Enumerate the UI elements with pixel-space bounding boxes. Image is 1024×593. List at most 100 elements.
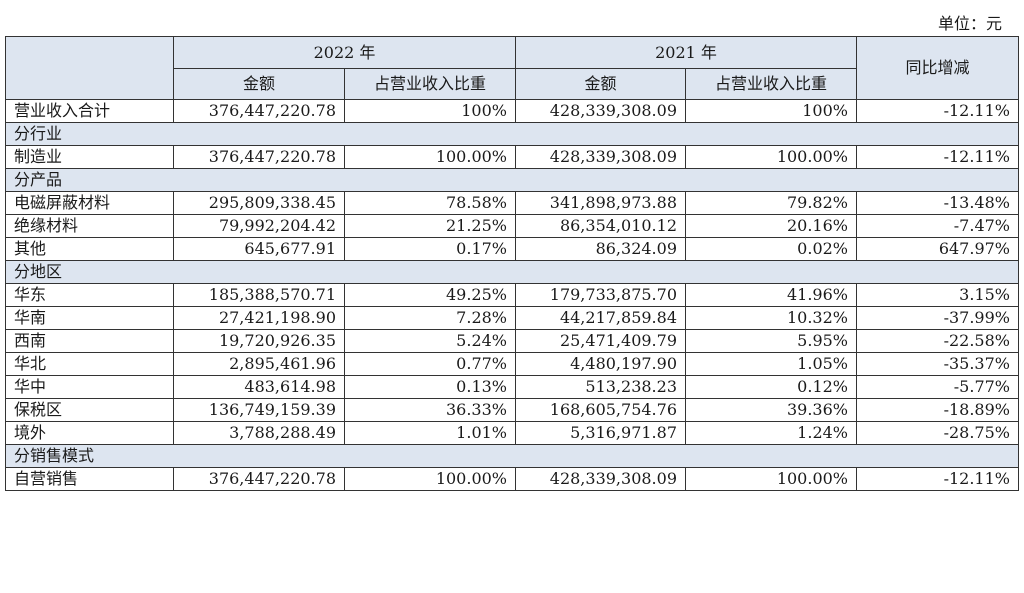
yoy-change-cell: -12.11% xyxy=(856,145,1019,169)
row-label-cell: 华南 xyxy=(5,306,174,330)
header-year-2022: 2022 年 xyxy=(173,36,516,69)
header-year-2021: 2021 年 xyxy=(515,36,857,69)
section-label: 分地区 xyxy=(5,260,1019,284)
yoy-change-cell: 3.15% xyxy=(856,283,1019,307)
table-row: 绝缘材料 79,992,204.42 21.25% 86,354,010.12 20.1… xyxy=(5,214,1019,238)
table-row: 保税区 136,749,159.39 36.33% 168,605,754.76 39.… xyxy=(5,398,1019,422)
ratio-2022-cell: 49.25% xyxy=(344,283,516,307)
amount-2022-cell: 295,809,338.45 xyxy=(173,191,345,215)
row-label-cell: 自营销售 xyxy=(5,467,174,491)
table-row: 电磁屏蔽材料 295,809,338.45 78.58% 341,898,973.88… xyxy=(5,191,1019,215)
amount-2022-cell: 185,388,570.71 xyxy=(173,283,345,307)
table-row: 华东 185,388,570.71 49.25% 179,733,875.70 41.9… xyxy=(5,283,1019,307)
section-row: 分行业 xyxy=(5,122,1019,146)
header-row-columns: 金额 占营业收入比重 金额 占营业收入比重 xyxy=(6,68,1019,100)
row-label-cell: 电磁屏蔽材料 xyxy=(5,191,174,215)
ratio-2022-cell: 0.17% xyxy=(344,237,516,261)
amount-2021-cell: 168,605,754.76 xyxy=(515,398,686,422)
ratio-2021-cell: 100.00% xyxy=(685,467,857,491)
amount-2022-cell: 376,447,220.78 xyxy=(173,467,345,491)
amount-2022-cell: 3,788,288.49 xyxy=(173,421,345,445)
ratio-2022-cell: 100.00% xyxy=(344,467,516,491)
amount-2022-cell: 376,447,220.78 xyxy=(173,99,345,123)
amount-2021-cell: 5,316,971.87 xyxy=(515,421,686,445)
amount-2021-cell: 341,898,973.88 xyxy=(515,191,686,215)
ratio-2022-cell: 0.77% xyxy=(344,352,516,376)
ratio-2021-cell: 20.16% xyxy=(685,214,857,238)
table-row: 自营销售 376,447,220.78 100.00% 428,339,308.09 1… xyxy=(5,467,1019,491)
amount-2022-cell: 2,895,461.96 xyxy=(173,352,345,376)
row-label-cell: 境外 xyxy=(5,421,174,445)
row-label-cell: 华东 xyxy=(5,283,174,307)
header-yoy: 同比增减 xyxy=(856,36,1019,100)
ratio-2021-cell: 1.05% xyxy=(685,352,857,376)
amount-2022-cell: 483,614.98 xyxy=(173,375,345,399)
row-label-cell: 营业收入合计 xyxy=(5,99,174,123)
amount-2021-cell: 428,339,308.09 xyxy=(515,145,686,169)
ratio-2021-cell: 1.24% xyxy=(685,421,857,445)
yoy-change-cell: -7.47% xyxy=(856,214,1019,238)
ratio-2021-cell: 41.96% xyxy=(685,283,857,307)
table-row: 华中 483,614.98 0.13% 513,238.23 0.12% -5.77% xyxy=(5,375,1019,399)
ratio-2021-cell: 100.00% xyxy=(685,145,857,169)
amount-2021-cell: 25,471,409.79 xyxy=(515,329,686,353)
ratio-2021-cell: 10.32% xyxy=(685,306,857,330)
table-row: 其他 645,677.91 0.17% 86,324.09 0.02% 647.97% xyxy=(5,237,1019,261)
section-label: 分销售模式 xyxy=(5,444,1019,468)
row-label-cell: 保税区 xyxy=(5,398,174,422)
yoy-change-cell: -35.37% xyxy=(856,352,1019,376)
amount-2021-cell: 86,324.09 xyxy=(515,237,686,261)
row-label-cell: 西南 xyxy=(5,329,174,353)
amount-2021-cell: 4,480,197.90 xyxy=(515,352,686,376)
amount-2022-cell: 376,447,220.78 xyxy=(173,145,345,169)
amount-2021-cell: 428,339,308.09 xyxy=(515,99,686,123)
ratio-2022-cell: 5.24% xyxy=(344,329,516,353)
amount-2022-cell: 645,677.91 xyxy=(173,237,345,261)
row-label-cell: 华北 xyxy=(5,352,174,376)
table-row: 华北 2,895,461.96 0.77% 4,480,197.90 1.05% -35.… xyxy=(5,352,1019,376)
yoy-change-cell: -5.77% xyxy=(856,375,1019,399)
table-row: 营业收入合计 376,447,220.78 100% 428,339,308.09 10… xyxy=(5,99,1019,123)
ratio-2021-cell: 39.36% xyxy=(685,398,857,422)
section-label: 分行业 xyxy=(5,122,1019,146)
header-ratio-2021: 占营业收入比重 xyxy=(685,68,857,100)
amount-2021-cell: 86,354,010.12 xyxy=(515,214,686,238)
ratio-2022-cell: 0.13% xyxy=(344,375,516,399)
amount-2021-cell: 44,217,859.84 xyxy=(515,306,686,330)
ratio-2022-cell: 100.00% xyxy=(344,145,516,169)
revenue-table: 2022 年 2021 年 同比增减 金额 占营业收入比重 金额 占营业收入比重… xyxy=(5,36,1019,491)
yoy-change-cell: -28.75% xyxy=(856,421,1019,445)
header-blank-cell xyxy=(5,36,174,100)
table-row: 境外 3,788,288.49 1.01% 5,316,971.87 1.24% -28.… xyxy=(5,421,1019,445)
ratio-2022-cell: 36.33% xyxy=(344,398,516,422)
yoy-change-cell: -12.11% xyxy=(856,467,1019,491)
header-amount-2021: 金额 xyxy=(515,68,686,100)
amount-2021-cell: 513,238.23 xyxy=(515,375,686,399)
table-body: 营业收入合计 376,447,220.78 100% 428,339,308.09 10… xyxy=(5,99,1019,491)
section-label: 分产品 xyxy=(5,168,1019,192)
ratio-2022-cell: 7.28% xyxy=(344,306,516,330)
yoy-change-cell: -12.11% xyxy=(856,99,1019,123)
ratio-2021-cell: 79.82% xyxy=(685,191,857,215)
header-amount-2022: 金额 xyxy=(173,68,345,100)
yoy-change-cell: 647.97% xyxy=(856,237,1019,261)
yoy-change-cell: -13.48% xyxy=(856,191,1019,215)
ratio-2022-cell: 100% xyxy=(344,99,516,123)
unit-label: 单位：元 xyxy=(937,14,1002,33)
ratio-2021-cell: 0.12% xyxy=(685,375,857,399)
row-label-cell: 绝缘材料 xyxy=(5,214,174,238)
ratio-2021-cell: 5.95% xyxy=(685,329,857,353)
row-label-cell: 华中 xyxy=(5,375,174,399)
row-label-cell: 制造业 xyxy=(5,145,174,169)
yoy-change-cell: -37.99% xyxy=(856,306,1019,330)
section-row: 分产品 xyxy=(5,168,1019,192)
ratio-2021-cell: 0.02% xyxy=(685,237,857,261)
amount-2022-cell: 136,749,159.39 xyxy=(173,398,345,422)
ratio-2022-cell: 21.25% xyxy=(344,214,516,238)
amount-2021-cell: 179,733,875.70 xyxy=(515,283,686,307)
yoy-change-cell: -18.89% xyxy=(856,398,1019,422)
ratio-2022-cell: 1.01% xyxy=(344,421,516,445)
amount-2022-cell: 27,421,198.90 xyxy=(173,306,345,330)
row-label-cell: 其他 xyxy=(5,237,174,261)
